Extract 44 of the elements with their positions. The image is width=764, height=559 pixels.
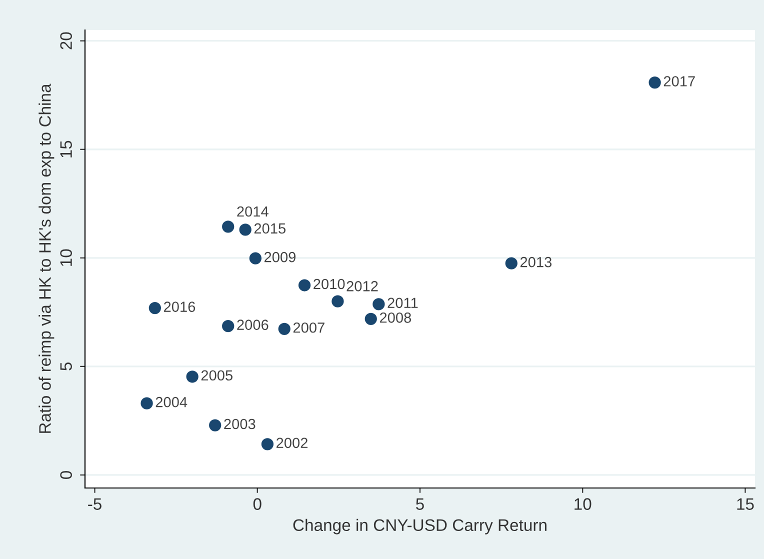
- point: [148, 302, 161, 314]
- annotation: 2003: [224, 418, 256, 430]
- point: [249, 252, 262, 264]
- annotation: 2015: [254, 223, 286, 234]
- point: [140, 397, 153, 410]
- annotation: 2016: [164, 302, 196, 312]
- annotation: 2006: [237, 320, 268, 330]
- point: [261, 438, 274, 450]
- annotation: 2008: [380, 312, 412, 323]
- point: [239, 224, 252, 236]
- annotation: 2011: [388, 298, 418, 308]
- point: [209, 419, 222, 432]
- annotation: 2005: [201, 370, 232, 381]
- point: [186, 370, 198, 383]
- annotation: 2014: [237, 206, 268, 217]
- x-tick-label: 0: [253, 498, 262, 510]
- x-tick-label: -5: [88, 498, 102, 510]
- annotation: 2007: [293, 322, 324, 333]
- y-tick-label: 0: [60, 470, 72, 479]
- point: [505, 257, 518, 270]
- y-tick-label: 20: [60, 32, 72, 50]
- x-tick-label: 15: [737, 498, 754, 510]
- annotation: 2013: [520, 256, 552, 268]
- point: [222, 320, 234, 332]
- y-tick-label: 15: [60, 140, 72, 158]
- annotation: 2017: [664, 76, 695, 86]
- annotation: 2009: [264, 252, 296, 262]
- point: [278, 322, 290, 335]
- annotation: 2004: [156, 396, 188, 408]
- x-tick-label: 10: [574, 498, 592, 510]
- annotation: 2010: [314, 278, 345, 290]
- y-tick-label: 10: [60, 249, 72, 266]
- x-axis-title: Change in CNY-USD Carry Return: [293, 518, 546, 534]
- point: [372, 298, 385, 310]
- point: [364, 312, 377, 325]
- y-axis-title: Ratio of reimp via HK to HK's dom exp to China: [38, 84, 54, 433]
- point: [222, 220, 234, 233]
- y-tick-label: 5: [60, 362, 72, 370]
- annotation: 2012: [346, 281, 378, 292]
- annotation: 2002: [276, 438, 308, 448]
- x-tick-label: 5: [416, 498, 424, 510]
- point: [298, 279, 311, 292]
- point: [332, 295, 344, 308]
- point: [648, 76, 661, 89]
